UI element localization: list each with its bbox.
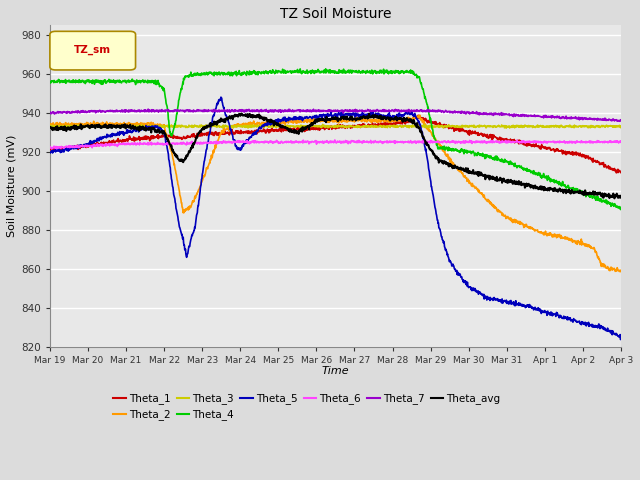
Y-axis label: Soil Moisture (mV): Soil Moisture (mV) <box>7 135 17 237</box>
FancyBboxPatch shape <box>50 31 136 70</box>
X-axis label: Time: Time <box>321 366 349 376</box>
Text: TZ_sm: TZ_sm <box>74 45 111 55</box>
Legend: Theta_1, Theta_2, Theta_3, Theta_4, Theta_5, Theta_6, Theta_7, Theta_avg: Theta_1, Theta_2, Theta_3, Theta_4, Thet… <box>109 389 505 424</box>
Title: TZ Soil Moisture: TZ Soil Moisture <box>280 7 391 21</box>
